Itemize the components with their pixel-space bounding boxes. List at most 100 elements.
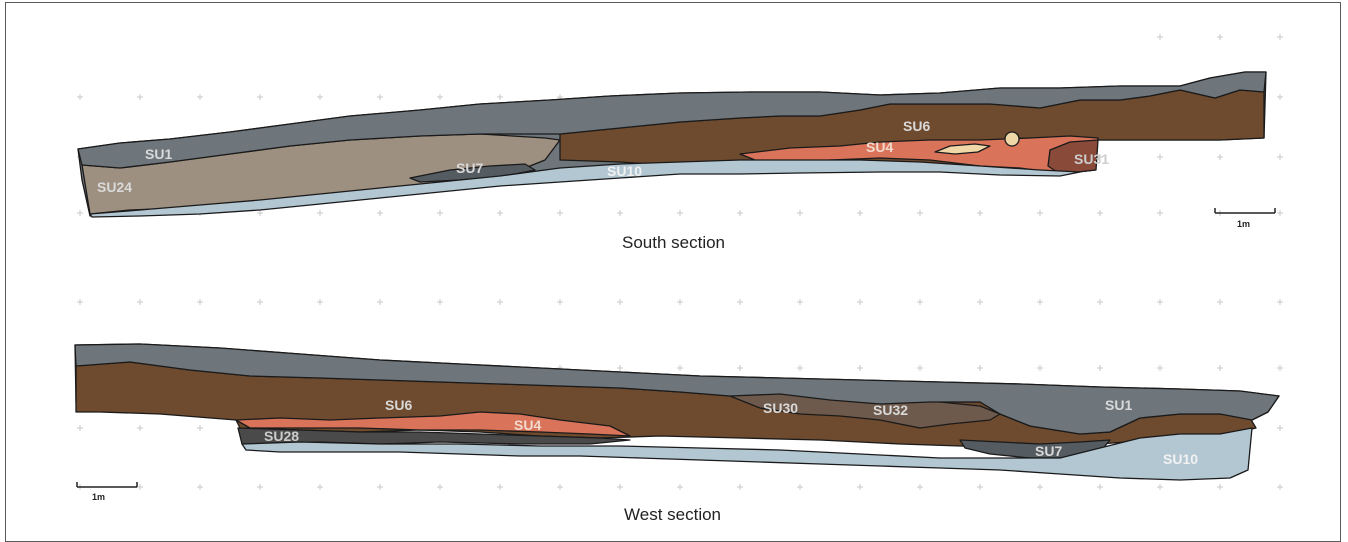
- grid-cross-marker: [77, 210, 83, 216]
- grid-cross-marker: [77, 94, 83, 100]
- west-label-su28: SU28: [264, 428, 299, 444]
- grid-cross-marker: [677, 210, 683, 216]
- grid-cross-marker: [497, 210, 503, 216]
- grid-cross-marker: [1037, 210, 1043, 216]
- grid-cross-marker: [317, 299, 323, 305]
- grid-cross-marker: [137, 94, 143, 100]
- grid-cross-marker: [437, 484, 443, 490]
- grid-cross-marker: [1277, 299, 1283, 305]
- grid-cross-marker: [77, 425, 83, 431]
- grid-cross-marker: [497, 94, 503, 100]
- west-label-su6: SU6: [385, 397, 412, 413]
- grid-cross-marker: [617, 299, 623, 305]
- south-scale-bar: 1m: [1214, 208, 1276, 229]
- grid-cross-marker: [317, 210, 323, 216]
- grid-cross-marker: [1277, 34, 1283, 40]
- grid-cross-marker: [617, 365, 623, 371]
- south-su1-top-band: [77, 71, 1267, 169]
- grid-cross-marker: [1157, 34, 1163, 40]
- grid-cross-marker: [317, 94, 323, 100]
- south-inclusion-circle: [1004, 131, 1020, 147]
- south-section: SU1 SU24 SU7 SU10 SU6 SU4 SU31 1m South …: [77, 71, 1276, 252]
- grid-cross-marker: [617, 210, 623, 216]
- grid-cross-marker: [1157, 210, 1163, 216]
- west-section-title: West section: [624, 505, 721, 524]
- grid-cross-marker: [557, 484, 563, 490]
- grid-cross-marker: [1277, 94, 1283, 100]
- grid-cross-marker: [497, 299, 503, 305]
- grid-cross-marker: [1277, 154, 1283, 160]
- grid-cross-marker: [77, 299, 83, 305]
- grid-cross-marker: [917, 210, 923, 216]
- west-label-su4: SU4: [514, 417, 541, 433]
- grid-cross-marker: [437, 94, 443, 100]
- grid-cross-marker: [1217, 34, 1223, 40]
- grid-cross-marker: [1277, 425, 1283, 431]
- south-label-su4: SU4: [866, 139, 893, 155]
- west-label-su1: SU1: [1105, 397, 1132, 413]
- west-scale-bar: 1m: [76, 482, 138, 502]
- grid-cross-marker: [257, 94, 263, 100]
- west-su4-layer: [235, 411, 631, 437]
- grid-cross-marker: [917, 299, 923, 305]
- grid-cross-marker: [1157, 154, 1163, 160]
- grid-cross-marker: [1097, 154, 1103, 160]
- west-label-su7: SU7: [1035, 443, 1062, 459]
- grid-cross-marker: [497, 484, 503, 490]
- grid-cross-marker: [857, 299, 863, 305]
- grid-cross-marker: [917, 484, 923, 490]
- grid-cross-marker: [797, 365, 803, 371]
- west-label-su30: SU30: [763, 400, 798, 416]
- grid-cross-marker: [257, 299, 263, 305]
- grid-cross-marker: [1157, 299, 1163, 305]
- grid-cross-marker: [1037, 299, 1043, 305]
- grid-cross-marker: [1097, 299, 1103, 305]
- grid-cross-marker: [977, 210, 983, 216]
- grid-cross-marker: [797, 299, 803, 305]
- grid-cross-marker: [1217, 299, 1223, 305]
- south-label-su1: SU1: [145, 146, 172, 162]
- grid-cross-marker: [797, 210, 803, 216]
- south-label-su6: SU6: [903, 118, 930, 134]
- grid-cross-marker: [197, 425, 203, 431]
- grid-cross-marker: [797, 484, 803, 490]
- grid-cross-marker: [617, 484, 623, 490]
- grid-cross-marker: [377, 299, 383, 305]
- west-label-su10: SU10: [1163, 451, 1198, 467]
- grid-cross-marker: [977, 365, 983, 371]
- west-su10-layer: [241, 427, 1253, 481]
- grid-cross-marker: [677, 365, 683, 371]
- grid-cross-marker: [1097, 484, 1103, 490]
- grid-cross-marker: [137, 425, 143, 431]
- grid-cross-marker: [977, 299, 983, 305]
- grid-cross-marker: [197, 299, 203, 305]
- south-su10-layer: [89, 159, 1081, 218]
- grid-cross-marker: [977, 484, 983, 490]
- grid-cross-marker: [1097, 210, 1103, 216]
- grid-cross-marker: [557, 210, 563, 216]
- grid-cross-marker: [1037, 365, 1043, 371]
- grid-cross-marker: [1217, 154, 1223, 160]
- grid-cross-marker: [437, 299, 443, 305]
- grid-cross-marker: [857, 210, 863, 216]
- grid-cross-marker: [857, 365, 863, 371]
- grid-cross-marker: [197, 484, 203, 490]
- grid-cross-marker: [1217, 365, 1223, 371]
- grid-cross-marker: [377, 94, 383, 100]
- west-label-su32: SU32: [873, 402, 908, 418]
- grid-cross-marker: [317, 484, 323, 490]
- south-label-su24: SU24: [97, 179, 132, 195]
- west-section: SU6 SU28 SU4 SU30 SU32 SU1 SU7 SU10 1m W…: [74, 343, 1280, 524]
- grid-cross-marker: [377, 210, 383, 216]
- west-su1-top-band: [74, 343, 1280, 435]
- grid-cross-marker: [437, 210, 443, 216]
- south-section-title: South section: [622, 233, 725, 252]
- grid-cross-marker: [677, 484, 683, 490]
- grid-cross-marker: [557, 299, 563, 305]
- grid-cross-marker: [737, 365, 743, 371]
- grid-cross-marker: [917, 365, 923, 371]
- grid-cross-marker: [1157, 365, 1163, 371]
- west-scale-label: 1m: [92, 492, 105, 502]
- grid-cross-marker: [737, 484, 743, 490]
- south-inclusion-lens: [934, 143, 991, 155]
